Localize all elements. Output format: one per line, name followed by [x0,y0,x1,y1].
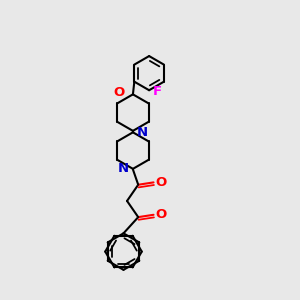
Text: F: F [153,85,162,98]
Text: N: N [136,126,148,139]
Text: N: N [118,162,129,175]
Text: O: O [113,86,125,99]
Text: O: O [155,176,167,189]
Text: O: O [155,208,167,221]
